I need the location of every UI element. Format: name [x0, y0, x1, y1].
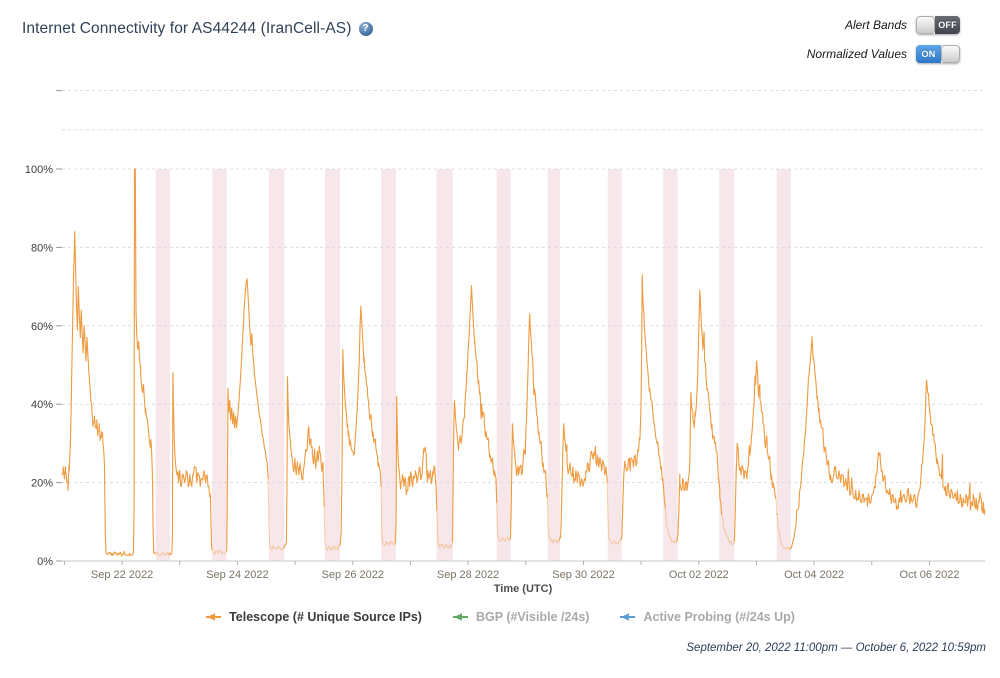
date-range: September 20, 2022 11:00pm — October 6, …	[686, 642, 986, 654]
toggle-panel: Alert Bands OFF Normalized Values ON	[807, 16, 960, 63]
x-tick-label: Sep 30 2022	[552, 569, 614, 581]
alert-band	[776, 169, 791, 561]
page-title: Internet Connectivity for AS44244 (IranC…	[22, 20, 352, 37]
x-tick-label: Sep 22 2022	[91, 569, 153, 581]
alert-band	[212, 169, 227, 561]
legend-label: Telescope (# Unique Source IPs)	[229, 610, 422, 624]
y-tick-label: 60%	[31, 321, 53, 333]
telescope-series-line	[211, 548, 227, 555]
alert-band	[381, 169, 396, 561]
legend-label: BGP (#Visible /24s)	[475, 610, 590, 624]
x-tick-label: Sep 28 2022	[437, 569, 499, 581]
alert-bands-toggle-row: Alert Bands OFF	[845, 16, 960, 34]
chart-legend: Telescope (# Unique Source IPs) BGP (#Vi…	[0, 610, 1000, 624]
alert-band	[663, 169, 678, 561]
telescope-series-line	[676, 289, 723, 542]
alert-band	[607, 169, 622, 561]
alert-band	[155, 169, 170, 561]
alert-band	[436, 169, 453, 561]
alert-band	[547, 169, 560, 561]
telescope-series-line	[225, 278, 269, 552]
telescope-series-line	[394, 395, 438, 544]
y-tick-label: 100%	[25, 164, 53, 176]
x-tick-label: Oct 02 2022	[669, 569, 729, 581]
telescope-series-line	[776, 513, 791, 550]
x-tick-label: Oct 04 2022	[784, 569, 844, 581]
telescope-series-line	[546, 493, 560, 544]
alert-band	[324, 169, 340, 561]
active-probing-legend-marker-icon	[620, 613, 636, 621]
y-tick-label: 20%	[31, 478, 53, 490]
legend-label: Active Probing (#/24s Up)	[643, 610, 795, 624]
y-tick-label: 80%	[31, 242, 53, 254]
telescope-series-line	[380, 485, 396, 547]
telescope-series-line	[509, 313, 548, 540]
y-tick-label: 40%	[31, 399, 53, 411]
telescope-series-line	[620, 274, 666, 541]
legend-item-telescope[interactable]: Telescope (# Unique Source IPs)	[205, 610, 422, 624]
telescope-series-line	[61, 168, 156, 557]
telescope-series-line	[169, 372, 213, 556]
telescope-series-line	[436, 509, 454, 550]
switch-knob	[916, 16, 935, 34]
switch-knob	[941, 45, 960, 63]
y-tick-label: 0%	[37, 556, 53, 568]
connectivity-chart[interactable]: 0% 20% 40% 60% 80% 100% Sep 22 2022 Sep 24 2022…	[0, 85, 1000, 600]
x-tick-label: Sep 26 2022	[322, 569, 384, 581]
x-tick-label: Oct 06 2022	[900, 569, 960, 581]
telescope-series-line	[451, 285, 498, 542]
alert-bands-switch[interactable]: OFF	[916, 16, 960, 34]
x-tick-label: Sep 24 2022	[206, 569, 268, 581]
header: Internet Connectivity for AS44244 (IranC…	[22, 20, 373, 38]
telescope-series-line	[558, 423, 608, 541]
normalized-values-switch[interactable]: ON	[916, 45, 960, 63]
telescope-series-line	[283, 376, 325, 549]
alert-bands-label: Alert Bands	[844, 18, 907, 32]
legend-item-active-probing[interactable]: Active Probing (#/24s Up)	[619, 610, 795, 624]
help-icon[interactable]: ?	[358, 22, 373, 36]
telescope-series-line	[339, 305, 382, 546]
telescope-series-line	[775, 497, 778, 516]
switch-state-label: ON	[916, 45, 941, 63]
legend-item-bgp[interactable]: BGP (#Visible /24s)	[452, 610, 589, 624]
telescope-series-line	[664, 506, 678, 544]
alert-band	[719, 169, 735, 561]
alert-band	[268, 169, 285, 561]
telescope-series-line	[606, 482, 622, 545]
bgp-legend-marker-icon	[452, 613, 468, 621]
x-axis-title: Time (UTC)	[494, 583, 553, 595]
alert-band	[496, 169, 511, 561]
normalized-values-toggle-row: Normalized Values ON	[807, 45, 960, 63]
telescope-legend-marker-icon	[206, 613, 222, 621]
telescope-series-line	[267, 478, 285, 551]
telescope-series-line	[323, 505, 341, 552]
telescope-series-line	[789, 336, 986, 550]
normalized-values-label: Normalized Values	[806, 47, 907, 61]
telescope-series-line	[154, 551, 171, 557]
telescope-series-line	[721, 513, 735, 546]
telescope-series-line	[496, 501, 511, 542]
switch-state-label: OFF	[935, 16, 960, 34]
telescope-series-line	[733, 360, 777, 542]
